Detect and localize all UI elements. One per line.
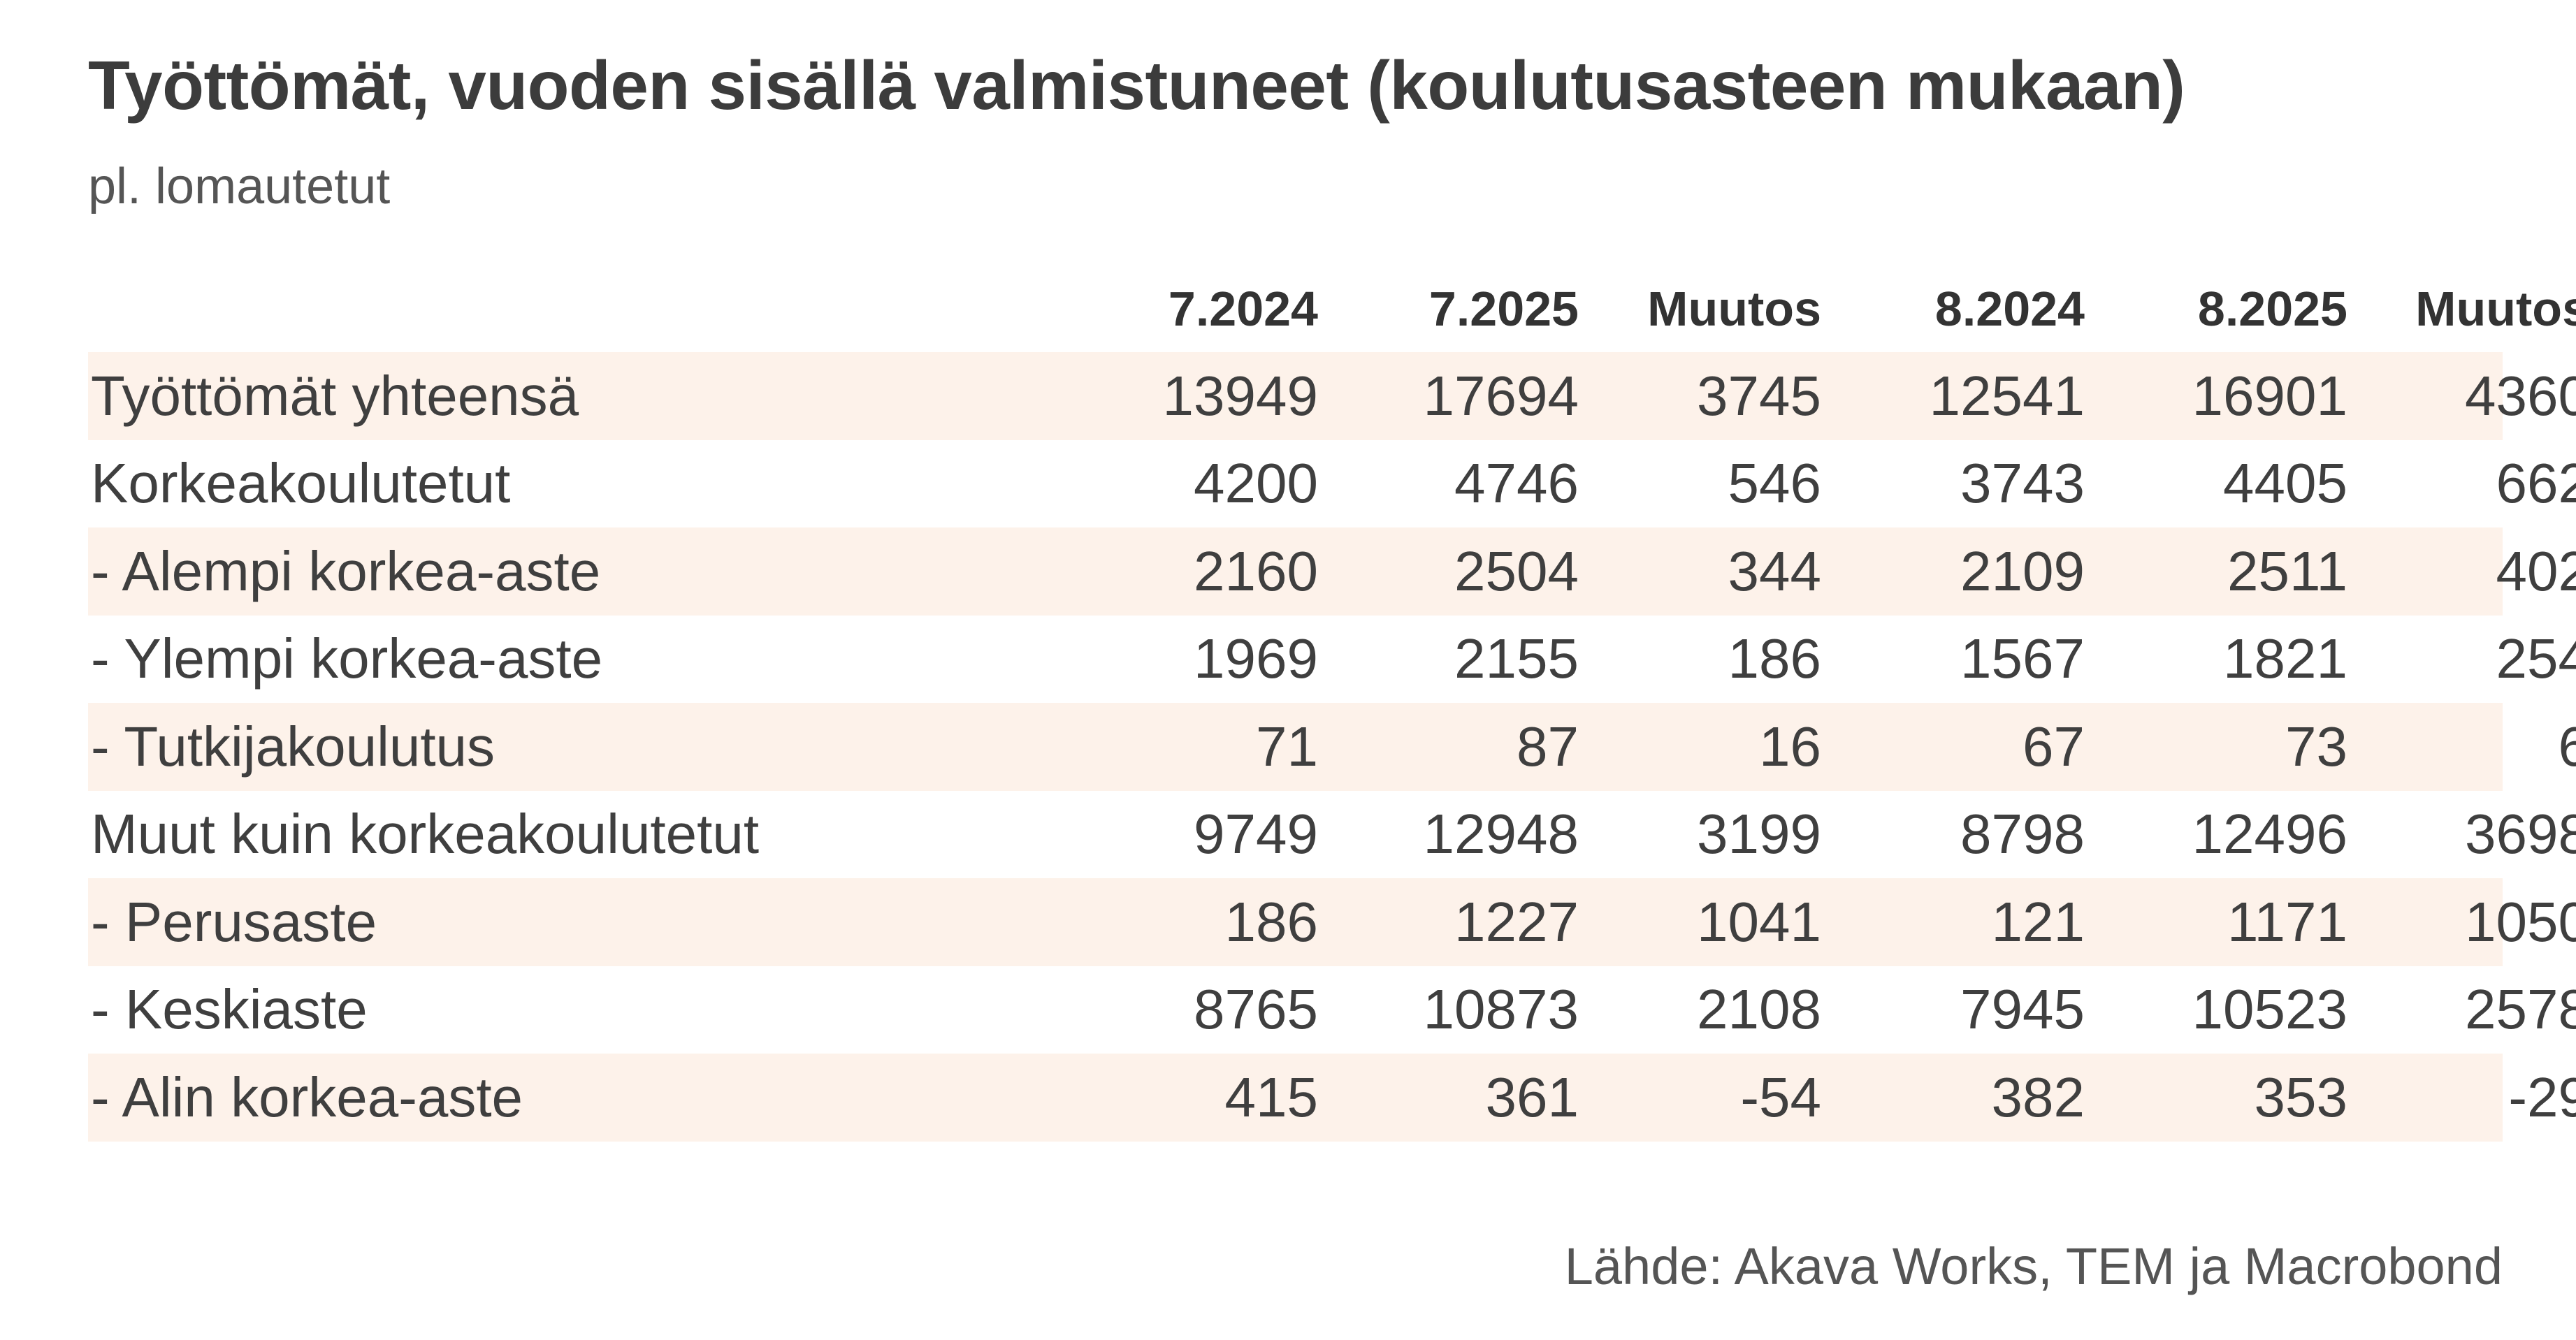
table-cell: 12541 [1929,364,2085,427]
table-cell: 361 [1485,1065,1579,1128]
table-cell: 254 [2496,627,2576,690]
table-cell: 4405 [2223,452,2347,515]
column-header-7-2024: 7.2024 [1168,282,1318,336]
chart-subtitle: pl. lomautetut [88,159,391,214]
table-row: Työttömät yhteensä 13949 17694 3745 12541 169… [88,352,2576,440]
table-cell: 186 [1224,890,1318,953]
table-cell: 73 [2285,715,2347,778]
table-cell: 344 [1728,539,1821,602]
table-cell: 4746 [1454,452,1579,515]
table-cell: 353 [2254,1065,2347,1128]
column-header-8-2025: 8.2025 [2197,282,2347,336]
table-cell: 2160 [1194,539,1318,602]
row-label: - Perusaste [91,890,377,953]
table-cell: 415 [1224,1065,1318,1128]
table-cell: 2155 [1454,627,1579,690]
table-cell: 2511 [2227,539,2347,602]
table-cell: 10873 [1423,978,1579,1041]
table-cell: 402 [2496,539,2576,602]
table-cell: 2109 [1960,539,2085,602]
column-header-8-2024: 8.2024 [1934,282,2085,336]
table-cell: 3745 [1697,364,1821,427]
table-cell: 1969 [1194,627,1318,690]
table-cell: 13949 [1162,364,1318,427]
table-cell: 3743 [1960,452,2085,515]
table-cell: 1041 [1697,890,1821,953]
table-cell: 87 [1517,715,1579,778]
table-cell: -54 [1740,1065,1821,1128]
row-label: Muut kuin korkeakoulutetut [91,803,760,866]
table-cell: 382 [1991,1065,2085,1128]
table-cell: 67 [2023,715,2085,778]
table-cell: 2578 [2465,978,2576,1041]
source-note: Lähde: Akava Works, TEM ja Macrobond [1564,1237,2503,1295]
data-table: 7.2024 7.2025 Muutos 8.2024 8.2025 Muuto… [88,265,2576,1142]
table-cell: 71 [1256,715,1318,778]
chart-title: Työttömät, vuoden sisällä valmistuneet (… [88,47,2185,124]
column-header-7-2025: 7.2025 [1428,282,1579,336]
table-cell: 12948 [1423,803,1579,866]
table-row: Muut kuin korkeakoulutetut 9749 12948 3199 8… [88,791,2576,879]
row-label: Työttömät yhteensä [91,364,579,427]
table-row: - Ylempi korkea-aste 1969 2155 186 1567 1821 2… [88,616,2576,704]
table-cell: 7945 [1960,978,2085,1041]
table-cell: 1171 [2227,890,2347,953]
table-cell: 546 [1728,452,1821,515]
table-header-row: 7.2024 7.2025 Muutos 8.2024 8.2025 Muuto… [88,265,2576,352]
table-cell: 121 [1991,890,2085,953]
row-label: - Alempi korkea-aste [91,539,601,602]
table-row: - Perusaste 186 1227 1041 121 1171 1050 [88,878,2576,966]
table-cell: 1821 [2223,627,2347,690]
row-label: - Keskiaste [91,978,368,1041]
table-cell: 3199 [1697,803,1821,866]
table-cell: 16 [1759,715,1821,778]
table-row: - Keskiaste 8765 10873 2108 7945 10523 2578 [88,966,2576,1054]
table-row: - Tutkijakoulutus 71 87 16 67 73 6 [88,703,2576,791]
row-label: - Tutkijakoulutus [91,715,495,778]
row-label: - Alin korkea-aste [91,1065,523,1128]
table-row: Korkeakoulutetut 4200 4746 546 3743 4405 662 [88,440,2576,528]
table-row: - Alin korkea-aste 415 361 -54 382 353 -29 [88,1054,2576,1142]
table-cell: 2504 [1454,539,1579,602]
table-cell: 17694 [1423,364,1579,427]
row-label: Korkeakoulutetut [91,452,511,515]
table-cell: 9749 [1194,803,1318,866]
table-cell: 12496 [2192,803,2347,866]
table-cell: 1567 [1960,627,2085,690]
table-cell: 8765 [1194,978,1318,1041]
table-cell: 186 [1728,627,1821,690]
column-header-change-july: Muutos [1647,282,1821,336]
table-cell: 4200 [1194,452,1318,515]
table-cell: 662 [2496,452,2576,515]
table-row: - Alempi korkea-aste 2160 2504 344 2109 2511 4… [88,527,2576,616]
table-cell: 3698 [2465,803,2576,866]
table-cell: 8798 [1960,803,2085,866]
table-cell: -29 [2508,1065,2576,1128]
table-cell: 4360 [2465,364,2576,427]
table-cell: 2108 [1697,978,1821,1041]
table-cell: 1227 [1454,890,1579,953]
column-header-change-august: Muutos [2415,282,2576,336]
table-cell: 6 [2558,715,2576,778]
table-cell: 1050 [2465,890,2576,953]
table-cell: 16901 [2192,364,2347,427]
table-cell: 10523 [2192,978,2347,1041]
row-label: - Ylempi korkea-aste [91,627,603,690]
